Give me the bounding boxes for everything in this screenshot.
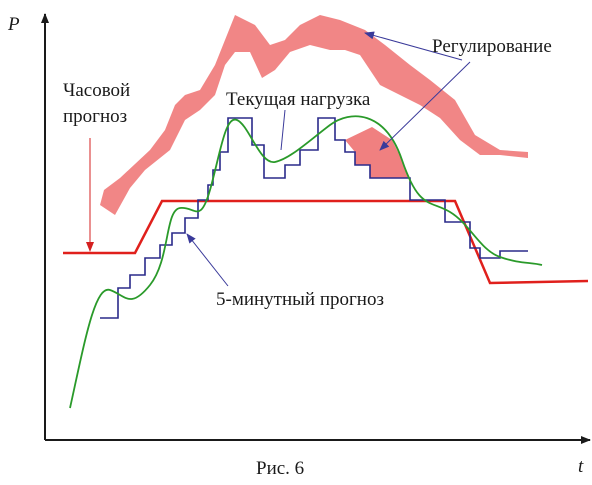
caption: Рис. 6 bbox=[256, 458, 304, 479]
hourly-label: Часовой bbox=[63, 80, 130, 101]
current-load-line bbox=[69, 115, 543, 409]
current-load-pointer bbox=[280, 109, 286, 151]
regulation-band bbox=[100, 15, 528, 215]
hourly-forecast-line bbox=[63, 199, 589, 285]
regulation-area bbox=[345, 127, 410, 178]
hourly-label: прогноз bbox=[63, 106, 127, 127]
five-min-arrow bbox=[186, 233, 229, 287]
regulation-arrow bbox=[364, 31, 463, 61]
regulation-arrow bbox=[379, 61, 471, 151]
y-axis-label: P bbox=[7, 14, 20, 35]
x-axis-label: t bbox=[578, 456, 584, 477]
five-min-label: 5-минутный прогноз bbox=[216, 289, 384, 310]
regulation-label: Регулирование bbox=[432, 36, 552, 57]
current-load-label: Текущая нагрузка bbox=[226, 89, 371, 110]
